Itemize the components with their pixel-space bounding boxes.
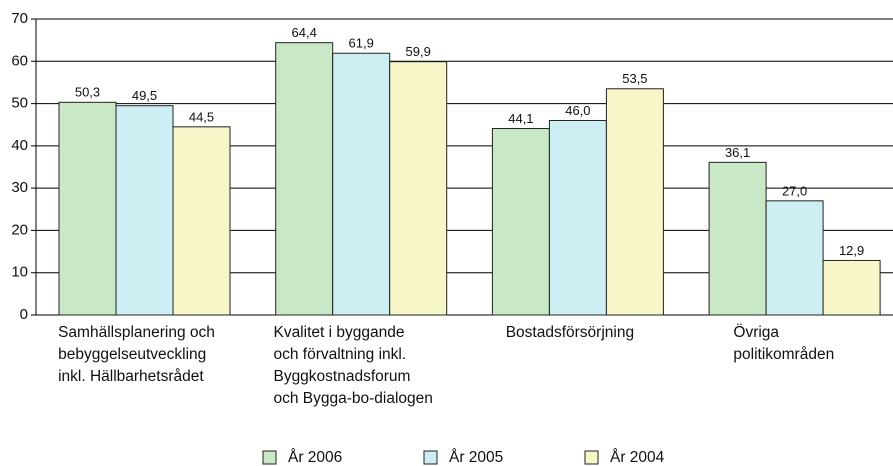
x-tick-label: Samhällsplanering och bebyggelseutveckli… (58, 324, 215, 385)
x-tick-label: Bostadsförsörjning (505, 324, 635, 341)
y-tick-label: 0 (20, 306, 28, 323)
y-tick-label: 50 (11, 95, 28, 112)
bar (275, 42, 334, 316)
value-label: 50,3 (75, 85, 100, 100)
legend-label: År 2005 (449, 449, 503, 466)
bar (389, 61, 448, 316)
value-label: 44,1 (508, 111, 533, 126)
bar (605, 88, 664, 316)
y-tick-label: 20 (11, 221, 28, 238)
legend-label: År 2006 (288, 449, 342, 466)
value-label: 49,5 (132, 88, 157, 103)
x-tick-label: Övriga politikområden (733, 324, 835, 363)
x-tick-label: Kvalitet i byggande och förvaltning inkl… (273, 324, 433, 407)
value-label: 61,9 (349, 36, 374, 51)
bar (765, 200, 824, 316)
bar (58, 101, 117, 316)
value-label: 46,0 (565, 103, 590, 118)
value-label: 12,9 (839, 243, 864, 258)
value-label: 59,9 (406, 44, 431, 59)
y-tick-label: 10 (11, 264, 28, 281)
bar (172, 126, 231, 316)
y-tick-label: 40 (11, 137, 28, 154)
legend-swatch (423, 450, 438, 465)
bar (332, 52, 391, 316)
value-label: 36,1 (725, 145, 750, 160)
legend-swatch (584, 450, 599, 465)
value-label: 27,0 (782, 183, 807, 198)
bar (491, 128, 550, 316)
bar (115, 105, 174, 316)
y-tick-label: 30 (11, 179, 28, 196)
value-label: 44,5 (189, 109, 214, 124)
legend-swatch (262, 450, 277, 465)
bar (548, 119, 607, 316)
y-tick-label: 60 (11, 52, 28, 69)
value-label: 64,4 (292, 25, 317, 40)
bar (708, 161, 767, 316)
legend-label: År 2004 (610, 449, 665, 466)
value-label: 53,5 (622, 71, 647, 86)
y-tick-label: 70 (11, 10, 28, 27)
bar (822, 259, 881, 316)
